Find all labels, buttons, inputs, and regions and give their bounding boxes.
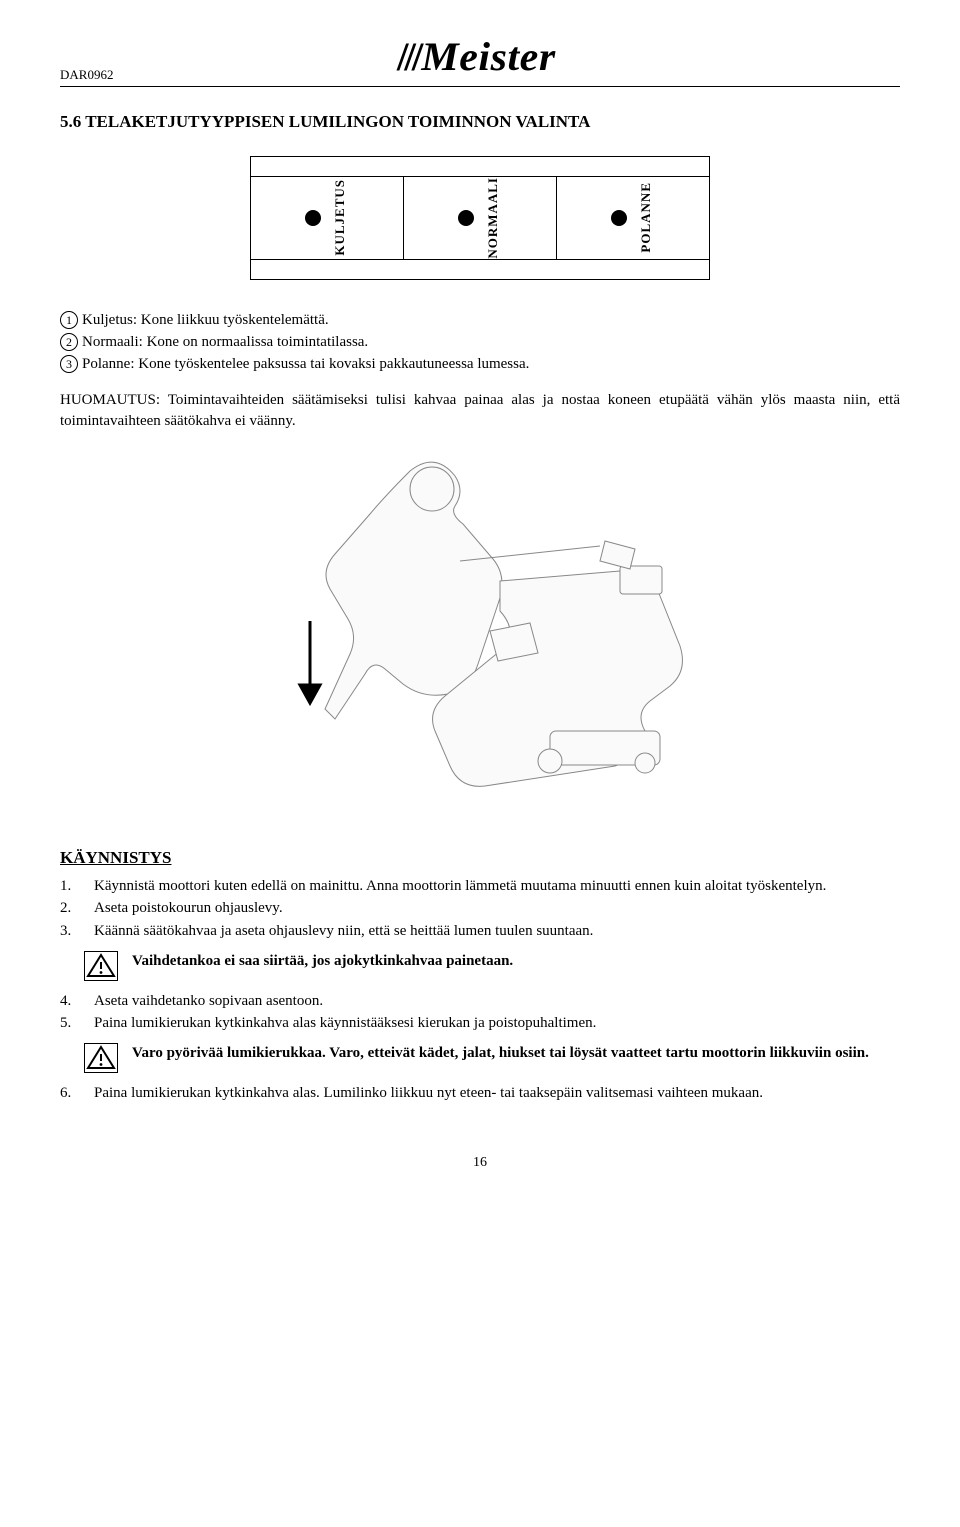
warning-text: Varo pyörivää lumikierukkaa. Varo, ettei… (132, 1043, 869, 1063)
mode-label: POLANNE (637, 182, 655, 253)
subhead-start: KÄYNNISTYS (60, 847, 900, 870)
def-text: Polanne: Kone työskentelee paksussa tai … (82, 356, 529, 372)
dot-icon (305, 210, 321, 226)
page-header: DAR0962 ///Meister (60, 30, 900, 87)
def-row: 2Normaali: Kone on normaalissa toimintat… (60, 332, 900, 352)
snowblower-illustration-icon (250, 441, 710, 801)
warning-2: Varo pyörivää lumikierukkaa. Varo, ettei… (84, 1043, 900, 1073)
list-item: Paina lumikierukan kytkinkahva alas käyn… (60, 1013, 900, 1033)
start-list-cont2: Paina lumikierukan kytkinkahva alas. Lum… (60, 1083, 900, 1103)
list-item: Käynnistä moottori kuten edellä on maini… (60, 876, 900, 896)
mode-label: NORMAALI (484, 177, 502, 259)
warning-triangle-icon (84, 951, 118, 981)
list-item: Käännä säätökahvaa ja aseta ohjauslevy n… (60, 921, 900, 941)
brand-logo: ///Meister (95, 30, 858, 84)
def-row: 1Kuljetus: Kone liikkuu työskentelemättä… (60, 310, 900, 330)
list-item: Aseta poistokourun ohjauslevy. (60, 898, 900, 918)
circled-number: 2 (60, 333, 78, 351)
list-item: Paina lumikierukan kytkinkahva alas. Lum… (60, 1083, 900, 1103)
brand-text: Meister (422, 34, 556, 79)
def-text: Normaali: Kone on normaalissa toimintati… (82, 334, 368, 350)
mode-label: KULJETUS (331, 179, 349, 256)
mode-kuljetus: KULJETUS (251, 176, 404, 259)
circled-number: 1 (60, 311, 78, 329)
section-title: 5.6 TELAKETJUTYYPPISEN LUMILINGON TOIMIN… (60, 111, 900, 134)
mode-table: KULJETUS NORMAALI POLANNE (60, 156, 900, 280)
definitions: 1Kuljetus: Kone liikkuu työskentelemättä… (60, 310, 900, 375)
note-paragraph: HUOMAUTUS: Toimintavaihteiden säätämisek… (60, 390, 900, 431)
operator-figure (60, 441, 900, 807)
dot-icon (611, 210, 627, 226)
mode-polanne: POLANNE (557, 176, 710, 259)
warning-text: Vaihdetankoa ei saa siirtää, jos ajokytk… (132, 951, 513, 971)
def-text: Kuljetus: Kone liikkuu työskentelemättä. (82, 312, 329, 328)
warning-triangle-icon (84, 1043, 118, 1073)
dot-icon (458, 210, 474, 226)
start-list-cont1: Aseta vaihdetanko sopivaan asentoon. Pai… (60, 991, 900, 1034)
mode-normaali: NORMAALI (404, 176, 557, 259)
warning-1: Vaihdetankoa ei saa siirtää, jos ajokytk… (84, 951, 900, 981)
def-row: 3Polanne: Kone työskentelee paksussa tai… (60, 354, 900, 374)
circled-number: 3 (60, 355, 78, 373)
list-item: Aseta vaihdetanko sopivaan asentoon. (60, 991, 900, 1011)
start-list: Käynnistä moottori kuten edellä on maini… (60, 876, 900, 941)
page-number: 16 (60, 1154, 900, 1173)
